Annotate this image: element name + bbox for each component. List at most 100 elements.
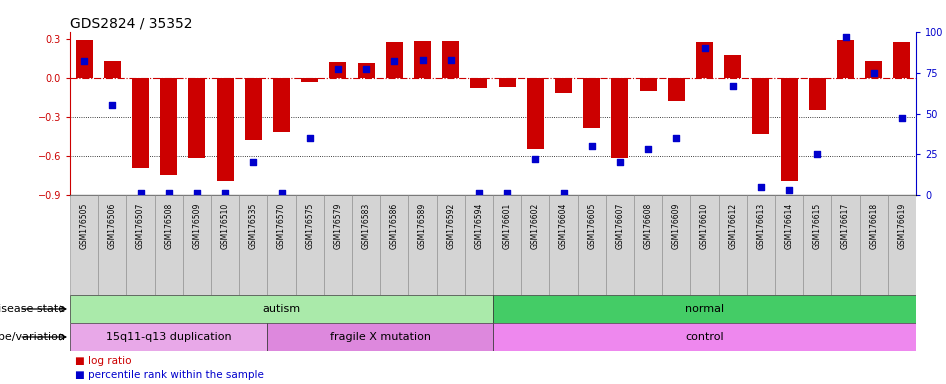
Bar — [578, 195, 605, 295]
Text: GSM176594: GSM176594 — [474, 203, 483, 249]
Bar — [437, 195, 464, 295]
Text: GSM176617: GSM176617 — [841, 203, 850, 249]
Text: GSM176609: GSM176609 — [672, 203, 681, 249]
Bar — [409, 195, 437, 295]
Text: GSM176601: GSM176601 — [502, 203, 512, 249]
Text: GSM176610: GSM176610 — [700, 203, 709, 249]
Bar — [719, 195, 746, 295]
Point — [556, 190, 571, 197]
Text: GSM176607: GSM176607 — [616, 203, 624, 249]
Bar — [301, 78, 318, 81]
Text: GSM176509: GSM176509 — [192, 203, 201, 249]
Bar — [746, 195, 775, 295]
Text: GSM176605: GSM176605 — [587, 203, 596, 249]
Text: GSM176583: GSM176583 — [361, 203, 371, 249]
Bar — [470, 78, 487, 88]
Bar — [803, 195, 832, 295]
Point — [471, 190, 486, 197]
Point — [218, 190, 233, 197]
Point — [274, 190, 289, 197]
Bar — [584, 78, 600, 129]
Text: GSM176507: GSM176507 — [136, 203, 145, 249]
Bar — [493, 323, 916, 351]
Point — [189, 190, 204, 197]
Text: GSM176586: GSM176586 — [390, 203, 399, 249]
Bar — [358, 63, 375, 78]
Bar — [887, 195, 916, 295]
Point — [161, 190, 176, 197]
Point — [105, 102, 120, 108]
Bar — [239, 195, 268, 295]
Text: GSM176589: GSM176589 — [418, 203, 427, 249]
Bar — [832, 195, 860, 295]
Bar — [76, 40, 93, 78]
Point — [753, 184, 768, 190]
Bar — [634, 195, 662, 295]
Bar — [464, 195, 493, 295]
Bar — [188, 78, 205, 159]
Point — [330, 66, 345, 73]
Point — [669, 135, 684, 141]
Bar — [662, 195, 691, 295]
Bar — [132, 78, 149, 167]
Bar — [809, 78, 826, 110]
Bar — [70, 323, 268, 351]
Bar — [183, 195, 211, 295]
Text: GSM176592: GSM176592 — [447, 203, 455, 249]
Bar — [352, 195, 380, 295]
Bar — [775, 195, 803, 295]
Text: normal: normal — [685, 304, 724, 314]
Text: autism: autism — [262, 304, 301, 314]
Text: GSM176602: GSM176602 — [531, 203, 540, 249]
Text: ■ percentile rank within the sample: ■ percentile rank within the sample — [75, 370, 264, 380]
Bar — [104, 61, 121, 78]
Bar — [273, 78, 290, 132]
Bar — [217, 78, 234, 180]
Text: GSM176510: GSM176510 — [220, 203, 230, 249]
Bar — [380, 195, 409, 295]
Bar — [605, 195, 634, 295]
Point — [302, 135, 317, 141]
Point — [387, 58, 402, 65]
Bar — [127, 195, 154, 295]
Bar — [499, 78, 516, 87]
Point — [499, 190, 515, 197]
Text: fragile X mutation: fragile X mutation — [330, 332, 430, 342]
Bar — [414, 41, 431, 78]
Text: GSM176613: GSM176613 — [757, 203, 765, 249]
Point — [77, 58, 92, 65]
Text: GSM176619: GSM176619 — [898, 203, 906, 249]
Bar — [639, 78, 657, 91]
Bar — [668, 78, 685, 101]
Bar — [752, 78, 769, 134]
Bar — [160, 78, 177, 175]
Text: GSM176608: GSM176608 — [643, 203, 653, 249]
Bar — [329, 62, 346, 78]
Bar — [550, 195, 578, 295]
Bar — [725, 55, 741, 78]
Bar — [527, 78, 544, 149]
Bar — [493, 195, 521, 295]
Bar — [98, 195, 127, 295]
Bar — [386, 42, 403, 78]
Bar — [696, 42, 713, 78]
Point — [726, 83, 741, 89]
Bar — [245, 78, 262, 140]
Text: GSM176506: GSM176506 — [108, 203, 116, 249]
Text: GSM176614: GSM176614 — [784, 203, 794, 249]
Text: GSM176505: GSM176505 — [79, 203, 89, 249]
Point — [838, 34, 853, 40]
Point — [697, 45, 712, 51]
Bar — [324, 195, 352, 295]
Text: genotype/variation: genotype/variation — [0, 332, 65, 342]
Bar — [493, 295, 916, 323]
Point — [443, 56, 458, 63]
Text: ■ log ratio: ■ log ratio — [75, 356, 131, 366]
Point — [894, 115, 909, 121]
Bar — [691, 195, 719, 295]
Bar — [295, 195, 324, 295]
Bar — [211, 195, 239, 295]
Point — [612, 159, 627, 166]
Text: GSM176615: GSM176615 — [813, 203, 822, 249]
Bar — [442, 41, 459, 78]
